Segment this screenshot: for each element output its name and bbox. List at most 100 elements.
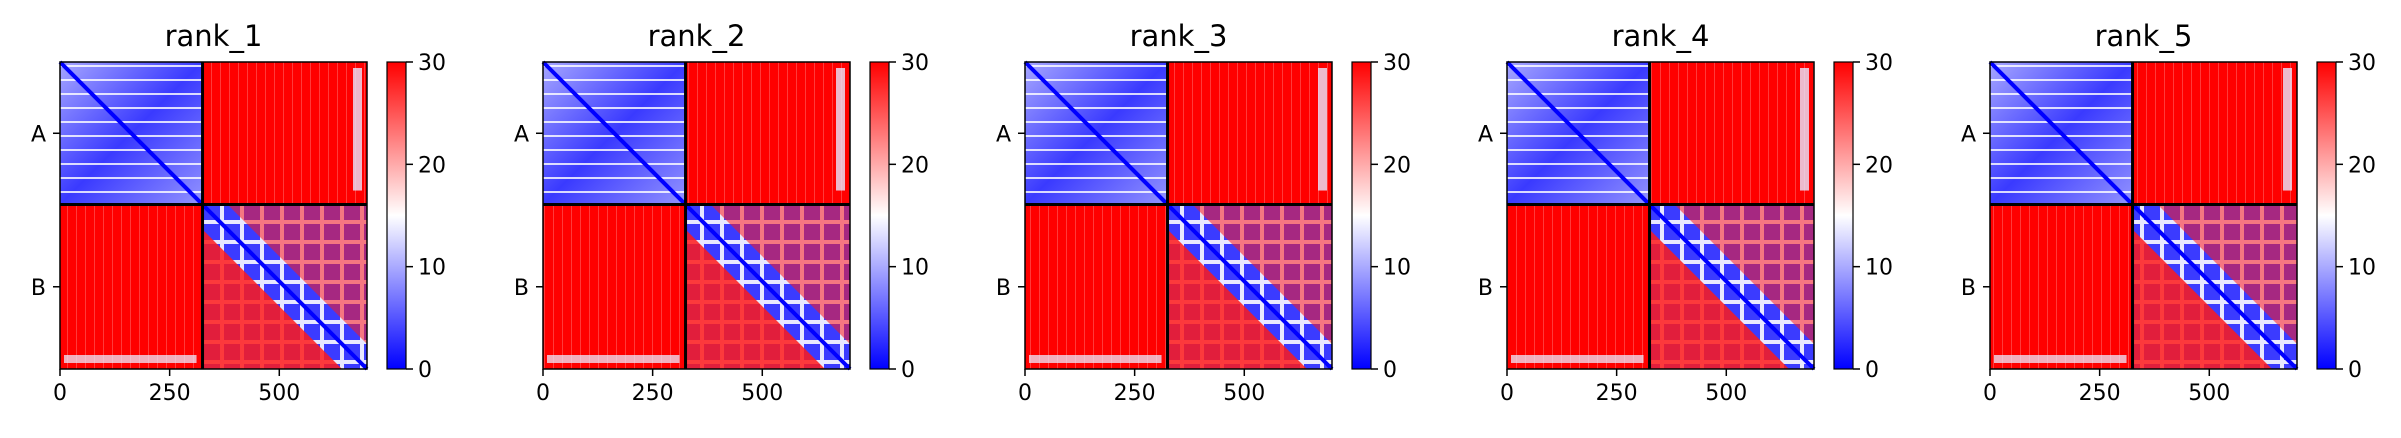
panel-title: rank_3 (1130, 19, 1228, 53)
colorbar-tick-label: 20 (418, 153, 446, 178)
quadrant-BA (1507, 204, 1650, 369)
plot-frame (1024, 61, 1333, 370)
colorbar (386, 61, 407, 370)
colorbar-tick-label: 10 (1865, 256, 1893, 281)
quadrant-AB (1167, 62, 1332, 205)
quadrant-AB-edge (2283, 68, 2292, 191)
quadrant-BA-edge (547, 355, 680, 363)
colorbar-tick-label: 20 (1865, 153, 1893, 178)
quadrant-BB-upper (710, 204, 850, 344)
x-tick-label: 0 (1018, 381, 1032, 406)
quadrant-BB-lower (1649, 229, 1789, 369)
quadrant-BA (1990, 204, 2133, 369)
heatmap-panel-2: rank_2 0 250 500 A B 0 10 20 30 (514, 19, 929, 406)
quadrant-BB-upper (2157, 204, 2297, 344)
plot-frame (542, 61, 851, 370)
heatmap-panel-5: rank_5 0 250 500 A B 0 10 20 30 (1961, 19, 2376, 406)
colorbar-tick-label: 0 (2348, 358, 2362, 383)
y-tick-label: B (31, 276, 46, 301)
x-tick-label: 500 (2188, 381, 2230, 406)
quadrant-BB-lower (2132, 229, 2272, 369)
x-tick-label: 250 (632, 381, 674, 406)
quadrant-AB (1649, 62, 1814, 205)
quadrant-AB-edge (836, 68, 845, 191)
colorbar-tick-label: 30 (1383, 51, 1411, 76)
heatmap-panel-3: rank_3 0 250 500 A B 0 10 20 30 (996, 19, 1411, 406)
diagonal (1988, 60, 2299, 371)
quadrant-BA (60, 204, 203, 369)
x-tick-label: 0 (1983, 381, 1997, 406)
quadrant-AB (685, 62, 850, 205)
panel-title: rank_5 (2095, 19, 2193, 53)
heatmap-panel-4: rank_4 0 250 500 A B 0 10 20 30 (1478, 19, 1893, 406)
quadrant-AB-edge (353, 68, 362, 191)
quadrant-AB (2132, 62, 2297, 205)
quadrant-BB-upper (1674, 204, 1814, 344)
colorbar-tick-label: 10 (418, 256, 446, 281)
quadrant-BB-upper (1192, 204, 1332, 344)
y-tick-label: A (996, 122, 1011, 147)
y-tick-label: A (514, 122, 529, 147)
quadrant-BA-edge (64, 355, 197, 363)
plot-frame (1989, 61, 2298, 370)
panel-title: rank_4 (1612, 19, 1710, 53)
x-tick-label: 0 (53, 381, 67, 406)
y-tick-label: B (1961, 276, 1976, 301)
x-tick-label: 500 (258, 381, 300, 406)
quadrant-BA-edge (1994, 355, 2127, 363)
quadrant-BB-lower (1167, 229, 1307, 369)
colorbar (1351, 61, 1372, 370)
quadrant-BA (1025, 204, 1168, 369)
colorbar-tick-label: 0 (1383, 358, 1397, 383)
y-tick-label: B (996, 276, 1011, 301)
colorbar (869, 61, 890, 370)
x-tick-label: 0 (536, 381, 550, 406)
colorbar-tick-label: 0 (901, 358, 915, 383)
colorbar-tick-label: 10 (1383, 256, 1411, 281)
plot-frame (1506, 61, 1815, 370)
diagonal (1023, 60, 1334, 371)
panel-title: rank_1 (165, 19, 263, 53)
panel-title: rank_2 (648, 19, 746, 53)
heatmap-panel-1: rank_1 0 250 500 A B 0 10 20 30 (31, 19, 446, 406)
x-tick-label: 250 (2079, 381, 2121, 406)
colorbar-tick-label: 10 (901, 256, 929, 281)
x-tick-label: 250 (1596, 381, 1638, 406)
x-tick-label: 250 (149, 381, 191, 406)
diagonal (58, 60, 369, 371)
quadrant-BA-edge (1029, 355, 1162, 363)
colorbar-tick-label: 30 (418, 51, 446, 76)
y-tick-label: B (514, 276, 529, 301)
colorbar-tick-label: 0 (418, 358, 432, 383)
quadrant-AB-edge (1800, 68, 1809, 191)
quadrant-BB-lower (685, 229, 825, 369)
colorbar (2316, 61, 2337, 370)
colorbar-tick-label: 30 (2348, 51, 2376, 76)
x-tick-label: 250 (1114, 381, 1156, 406)
quadrant-BB-upper (227, 204, 367, 344)
quadrant-BB-lower (202, 229, 342, 369)
quadrant-AB (202, 62, 367, 205)
plot-frame (59, 61, 368, 370)
x-tick-label: 500 (741, 381, 783, 406)
y-tick-label: A (1478, 122, 1493, 147)
x-tick-label: 0 (1500, 381, 1514, 406)
quadrant-BA (543, 204, 686, 369)
colorbar-tick-label: 0 (1865, 358, 1879, 383)
y-tick-label: A (31, 122, 46, 147)
x-tick-label: 500 (1223, 381, 1265, 406)
y-tick-label: B (1478, 276, 1493, 301)
quadrant-BA-edge (1511, 355, 1644, 363)
colorbar (1833, 61, 1854, 370)
y-tick-label: A (1961, 122, 1976, 147)
colorbar-tick-label: 20 (901, 153, 929, 178)
diagonal (1505, 60, 1816, 371)
colorbar-tick-label: 30 (1865, 51, 1893, 76)
x-tick-label: 500 (1705, 381, 1747, 406)
colorbar-tick-label: 10 (2348, 256, 2376, 281)
colorbar-tick-label: 20 (2348, 153, 2376, 178)
colorbar-tick-label: 20 (1383, 153, 1411, 178)
quadrant-AB-edge (1318, 68, 1327, 191)
diagonal (541, 60, 852, 371)
